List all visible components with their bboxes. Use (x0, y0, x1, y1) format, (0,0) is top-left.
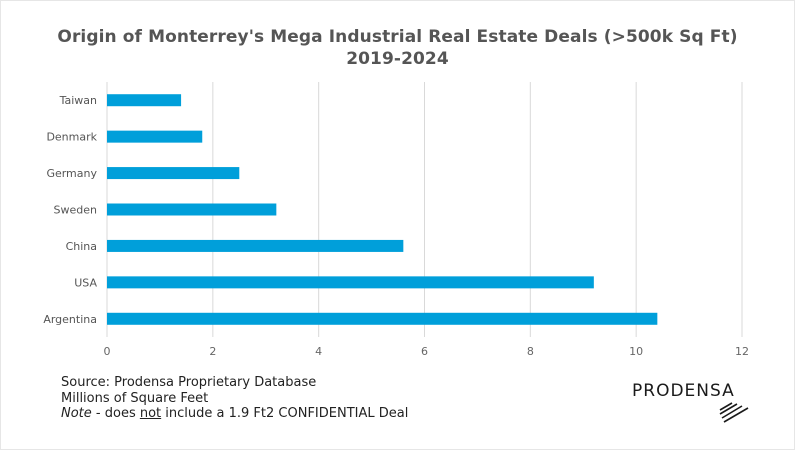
x-tick-label: 2 (209, 345, 216, 358)
category-label: Germany (46, 167, 97, 180)
bar-taiwan (107, 94, 182, 107)
note-rest: include a 1.9 Ft2 CONFIDENTIAL Deal (161, 406, 409, 421)
bar-germany (107, 167, 240, 180)
note-sep: - does (91, 406, 140, 421)
category-label: USA (74, 276, 97, 289)
bar-argentina (107, 312, 658, 325)
prodensa-logo-mark-icon (719, 402, 749, 423)
bar-china (107, 239, 404, 252)
chart-subtitle: 2019-2024 (346, 49, 449, 69)
bar-sweden (107, 203, 277, 216)
category-label: Taiwan (59, 94, 97, 107)
x-tick-label: 10 (629, 345, 643, 358)
category-label: Sweden (54, 204, 97, 217)
chart-title: Origin of Monterrey's Mega Industrial Re… (57, 27, 738, 47)
units-note: Millions of Square Feet (61, 390, 209, 406)
category-label: Argentina (43, 313, 97, 326)
category-label: Denmark (46, 131, 97, 144)
x-tick-label: 12 (735, 345, 749, 358)
footnotes: Source: Prodensa Proprietary Database Mi… (61, 375, 408, 422)
x-tick-label: 0 (104, 345, 111, 358)
source-note: Source: Prodensa Proprietary Database (61, 375, 317, 390)
bar-usa (107, 276, 594, 289)
prodensa-logo: PRODENSA (632, 381, 735, 401)
x-tick-label: 8 (527, 345, 534, 358)
category-label: China (66, 240, 97, 253)
note-emph: not (139, 406, 162, 421)
bar-denmark (107, 130, 203, 143)
note-label: Note (61, 406, 92, 421)
x-tick-label: 4 (315, 345, 322, 358)
x-tick-label: 6 (421, 345, 428, 358)
exclusion-note: Note - does not include a 1.9 Ft2 CONFID… (61, 406, 408, 422)
